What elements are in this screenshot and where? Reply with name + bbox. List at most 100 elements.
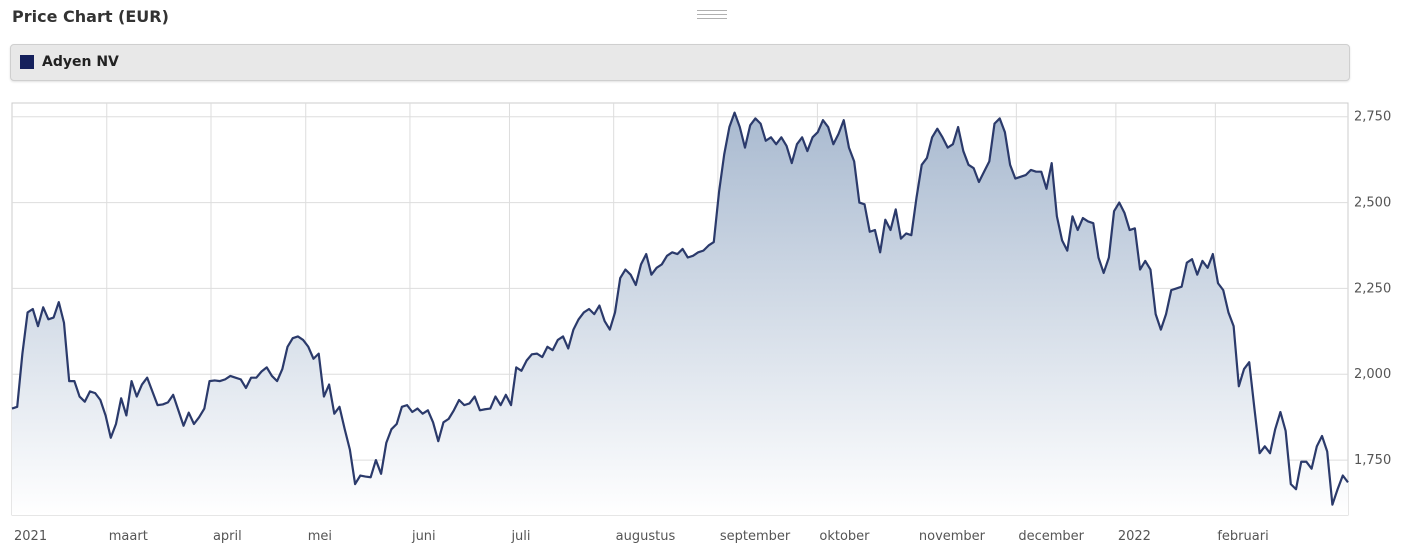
data-point [63,322,65,324]
data-point [1290,483,1292,485]
data-point [125,414,127,416]
data-point [463,404,465,406]
data-point [562,335,564,337]
data-point [1175,287,1177,289]
data-point [1009,164,1011,166]
data-point [1295,488,1297,490]
data-point [1087,220,1089,222]
data-point [1113,210,1115,212]
data-point [515,366,517,368]
handle-line-icon [697,10,727,11]
legend-item-adyen[interactable]: Adyen NV [20,54,119,70]
x-tick-label: juni [411,529,436,544]
data-point [567,347,569,349]
price-area [12,112,1348,516]
x-tick-label: februari [1217,529,1268,544]
data-point [468,402,470,404]
data-point [770,136,772,138]
data-point [718,191,720,193]
data-point [401,406,403,408]
legend-bar: Adyen NV [10,44,1350,81]
data-point [1274,428,1276,430]
data-point [1311,468,1313,470]
data-point [318,353,320,355]
data-point [1347,481,1349,483]
data-point [354,483,356,485]
data-point [422,413,424,415]
data-point [994,123,996,125]
data-point [151,390,153,392]
data-point [676,253,678,255]
data-point [214,379,216,381]
data-point [396,423,398,425]
data-point [328,384,330,386]
data-point [687,257,689,259]
data-point [380,473,382,475]
data-point [812,136,814,138]
data-point [801,136,803,138]
data-point [817,131,819,133]
data-point [479,409,481,411]
data-point [120,397,122,399]
data-point [1020,176,1022,178]
data-point [339,406,341,408]
data-point [942,136,944,138]
x-tick-label: juli [510,529,530,544]
data-point [988,160,990,162]
data-point [895,208,897,210]
data-point [1108,257,1110,259]
data-point [796,143,798,145]
data-point [614,311,616,313]
data-point [583,311,585,313]
data-point [209,380,211,382]
data-point [780,136,782,138]
data-point [1134,227,1136,229]
data-point [962,150,964,152]
resize-handle[interactable] [697,10,727,22]
data-point [708,244,710,246]
data-point [604,320,606,322]
data-point [442,421,444,423]
data-point [1056,215,1058,217]
data-point [1305,461,1307,463]
data-point [1264,445,1266,447]
data-point [869,231,871,233]
data-point [1045,188,1047,190]
data-point [333,413,335,415]
data-point [921,164,923,166]
data-point [37,325,39,327]
data-point [910,234,912,236]
data-point [99,399,101,401]
data-point [536,353,538,355]
data-point [385,442,387,444]
price-chart[interactable]: 1,750 2,000 2,250 2,500 2,750 2021 maart april… [0,95,1404,555]
data-point [219,380,221,382]
x-tick-label: mei [308,529,332,544]
data-point [619,277,621,279]
data-point [287,346,289,348]
y-tick-label: 2,000 [1354,367,1391,382]
data-point [858,202,860,204]
data-point [1316,445,1318,447]
data-point [827,126,829,128]
data-point [598,305,600,307]
data-point [848,147,850,149]
data-point [1342,475,1344,477]
data-point [1030,169,1032,171]
data-point [292,337,294,339]
data-point [1071,215,1073,217]
data-point [1097,257,1099,259]
data-point [198,416,200,418]
data-point [832,143,834,145]
data-point [370,476,372,478]
data-point [307,346,309,348]
data-point [609,329,611,331]
data-point [1155,313,1157,315]
data-point [240,378,242,380]
x-tick-label: 2021 [14,529,47,544]
data-point [754,117,756,119]
data-point [978,181,980,183]
data-point [936,128,938,130]
data-point [879,251,881,253]
data-point [235,377,237,379]
